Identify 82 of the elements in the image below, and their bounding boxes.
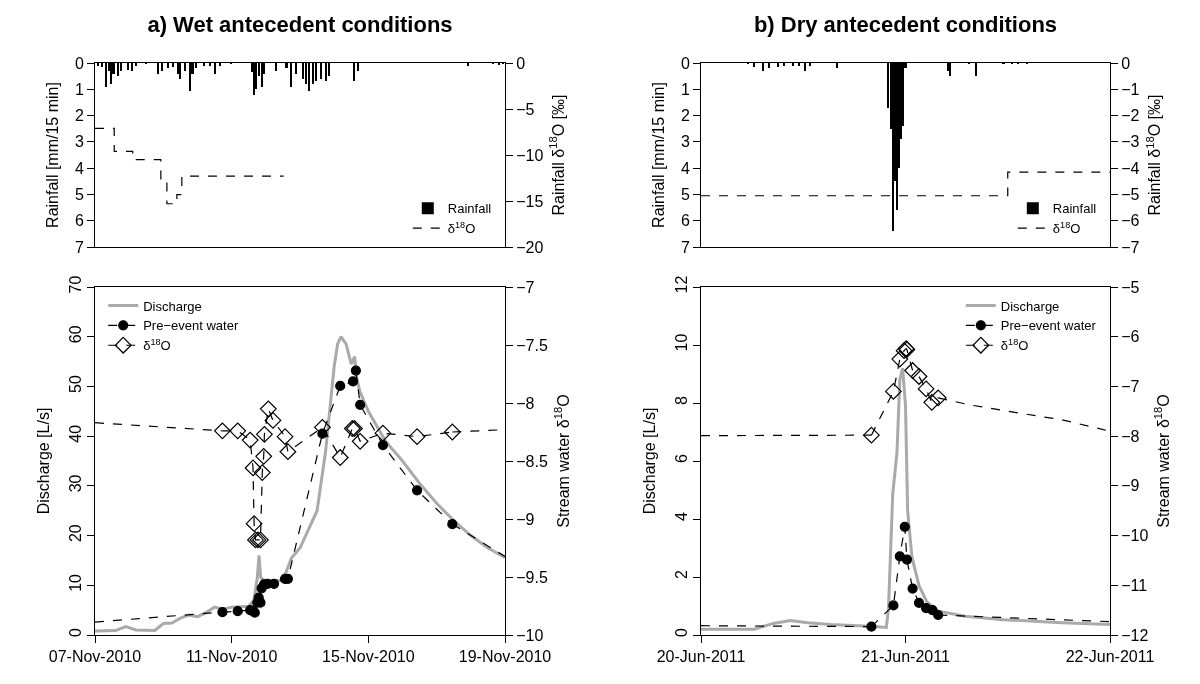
y2-tick-label: −20 [516, 238, 544, 256]
y-tick-label: 40 [66, 424, 84, 443]
y-tick-label: 3 [680, 133, 690, 151]
x-tick-label: 19-Nov-2010 [458, 648, 552, 666]
y2-tick-label: −1 [1121, 80, 1140, 98]
y2-tick-label: −8 [1121, 427, 1140, 445]
y2-tick-label: −5 [516, 100, 535, 118]
y-tick-label: 5 [74, 186, 84, 204]
y-tick-label: 4 [672, 512, 690, 522]
y-axis-title: Rainfall [mm/15 min] [43, 82, 61, 228]
y2-tick-label: −6 [1121, 328, 1140, 346]
y-tick-label: 6 [74, 212, 84, 230]
y2-tick-label: −9.5 [516, 568, 548, 586]
y-tick-label: 5 [680, 186, 690, 204]
x-tick-label: 07-Nov-2010 [48, 648, 142, 666]
legend-label: Rainfall [447, 201, 492, 217]
y-tick-label: 4 [680, 159, 690, 177]
y-tick-label: 0 [66, 628, 84, 638]
x-tick-label: 21-Jun-2011 [861, 648, 950, 666]
legend-label: Pre−event water [1000, 318, 1097, 334]
y2-tick-label: −15 [516, 192, 544, 210]
y-tick-label: 1 [74, 80, 84, 98]
legend-label: δ$^{18}$O [1000, 336, 1029, 354]
x-tick-label: 22-Jun-2011 [1065, 648, 1155, 666]
x-tick-label: 15-Nov-2010 [322, 648, 415, 666]
y2-tick-label: −10 [516, 146, 544, 164]
y2-tick-label: 0 [1121, 54, 1131, 72]
x-tick-label: 20-Jun-2011 [656, 648, 746, 666]
y2-tick-label: −11 [1121, 576, 1148, 594]
y-tick-label: 8 [672, 396, 690, 406]
y-tick-label: 7 [74, 238, 84, 256]
x-tick-label: 11-Nov-2010 [186, 648, 278, 666]
legend-label: δ$^{18}$O [447, 219, 476, 237]
y2-tick-label: −3 [1121, 133, 1140, 151]
y2-tick-label: 0 [516, 54, 526, 72]
legend-label: Rainfall [1052, 201, 1097, 217]
y-tick-label: 3 [74, 133, 84, 151]
y2-tick-label: −10 [1121, 527, 1149, 545]
y2-tick-label: −8.5 [516, 452, 548, 470]
y-tick-label: 6 [672, 454, 690, 464]
y2-tick-label: −10 [516, 626, 544, 644]
y-tick-label: 10 [66, 573, 84, 592]
y-tick-label: 2 [680, 107, 690, 125]
y2-tick-label: −5 [1121, 278, 1140, 296]
y2-tick-label: −7 [1121, 238, 1140, 256]
y-axis-title: Discharge [L/s] [641, 407, 659, 515]
y-tick-label: 0 [74, 54, 84, 72]
y2-tick-label: −12 [1121, 626, 1149, 644]
legend-label: δ$^{18}$O [143, 336, 171, 354]
y-axis-title: Rainfall [mm/15 min] [649, 82, 667, 228]
y2-tick-label: −5 [1121, 186, 1140, 204]
y-tick-label: 0 [672, 628, 690, 638]
y2-tick-label: −4 [1121, 159, 1140, 177]
y-tick-label: 20 [66, 524, 84, 543]
y-tick-label: 60 [66, 325, 84, 344]
y-tick-label: 6 [680, 212, 690, 230]
y-tick-label: 7 [680, 238, 690, 256]
legend-label: Discharge [143, 298, 202, 314]
y-tick-label: 4 [74, 159, 84, 177]
y2-tick-label: −7 [1121, 378, 1140, 396]
y2-tick-label: −9 [516, 510, 535, 528]
legend-label: δ$^{18}$O [1052, 219, 1081, 237]
y2-tick-label: −2 [1121, 107, 1140, 125]
chart-title: b) Dry antecedent conditions [753, 11, 1058, 37]
y2-tick-label: −9 [1121, 477, 1140, 495]
y-tick-label: 70 [66, 275, 84, 294]
y-tick-label: 50 [66, 375, 84, 393]
legend-label: Pre−event water [143, 318, 239, 334]
y2-tick-label: −7.5 [516, 336, 548, 354]
y-tick-label: 2 [74, 107, 84, 125]
y2-tick-label: −8 [516, 394, 535, 412]
y2-tick-label: −6 [1121, 212, 1140, 230]
chart-title: a) Wet antecedent conditions [147, 11, 453, 37]
y-tick-label: 1 [680, 80, 690, 98]
y-tick-label: 0 [680, 54, 690, 72]
y-tick-label: 12 [672, 275, 690, 294]
y2-tick-label: −7 [516, 278, 535, 296]
y-tick-label: 30 [66, 474, 84, 493]
y-tick-label: 10 [672, 333, 690, 352]
y-tick-label: 2 [672, 570, 690, 580]
legend-label: Discharge [1000, 298, 1060, 314]
y-axis-title: Discharge [L/s] [35, 407, 53, 515]
